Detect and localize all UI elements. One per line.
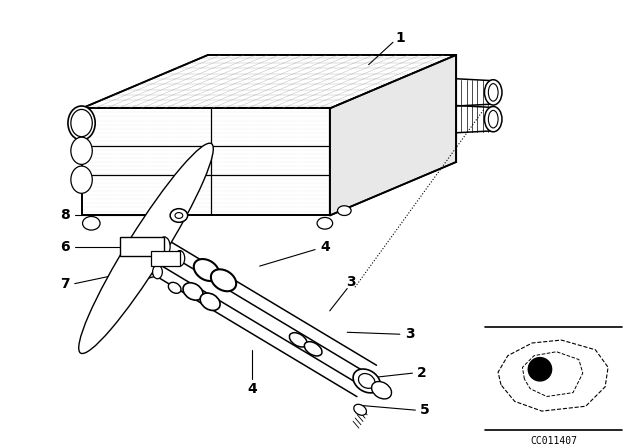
Polygon shape — [330, 55, 456, 215]
Bar — [120, 237, 164, 256]
Ellipse shape — [183, 283, 203, 300]
Ellipse shape — [71, 137, 92, 164]
Ellipse shape — [79, 143, 213, 353]
Bar — [150, 250, 180, 266]
Ellipse shape — [317, 217, 333, 229]
Text: 3: 3 — [346, 275, 356, 289]
Ellipse shape — [168, 282, 181, 293]
Ellipse shape — [372, 382, 392, 399]
Ellipse shape — [337, 206, 351, 215]
Ellipse shape — [71, 166, 92, 193]
Ellipse shape — [170, 209, 188, 222]
Text: 8: 8 — [60, 208, 70, 223]
Text: CC011407: CC011407 — [530, 436, 577, 446]
Ellipse shape — [211, 269, 236, 291]
Ellipse shape — [305, 342, 322, 356]
Text: 7: 7 — [60, 276, 70, 291]
Ellipse shape — [175, 250, 185, 266]
Text: 5: 5 — [420, 403, 430, 417]
Ellipse shape — [289, 333, 307, 347]
Ellipse shape — [353, 369, 380, 393]
Ellipse shape — [194, 259, 219, 281]
Text: 3: 3 — [404, 327, 414, 341]
Polygon shape — [81, 55, 456, 108]
Polygon shape — [81, 108, 330, 215]
Text: 6: 6 — [60, 240, 70, 254]
Ellipse shape — [200, 293, 220, 310]
Ellipse shape — [83, 216, 100, 230]
Ellipse shape — [354, 404, 367, 415]
Ellipse shape — [484, 107, 502, 132]
Text: 1: 1 — [396, 31, 406, 45]
Text: 4: 4 — [247, 382, 257, 396]
Ellipse shape — [71, 109, 92, 137]
Text: 4: 4 — [320, 240, 330, 254]
Ellipse shape — [159, 237, 170, 256]
Circle shape — [528, 358, 552, 381]
Ellipse shape — [484, 80, 502, 105]
Ellipse shape — [152, 265, 163, 279]
Ellipse shape — [68, 106, 95, 140]
Text: 2: 2 — [417, 366, 427, 380]
